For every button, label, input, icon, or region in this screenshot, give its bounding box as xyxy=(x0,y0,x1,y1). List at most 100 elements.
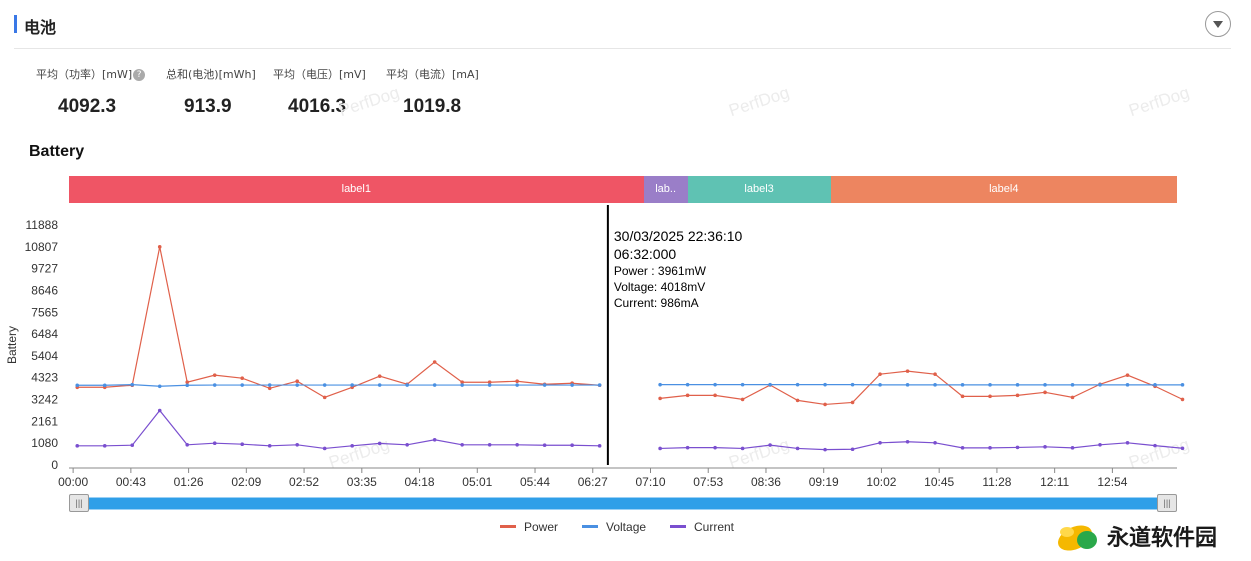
point-voltage xyxy=(823,382,827,387)
point-current xyxy=(212,441,217,445)
point-current xyxy=(960,446,965,450)
point-power xyxy=(685,393,690,398)
point-power xyxy=(432,360,437,364)
point-current xyxy=(1070,446,1075,450)
point-current xyxy=(432,437,437,442)
chart-title: Battery xyxy=(29,143,85,160)
brand-logo: 永道软件园 xyxy=(1055,518,1217,554)
stat-total-battery: 总和(电池)[mWh] 913.9 xyxy=(166,66,256,118)
x-tick-label: 11:28 xyxy=(982,475,1011,489)
point-current xyxy=(1125,440,1130,445)
zoom-scroll-track[interactable] xyxy=(69,497,1177,510)
zoom-handle-right[interactable]: ||| xyxy=(1157,494,1177,512)
x-tick-label: 07:53 xyxy=(693,475,723,489)
point-current xyxy=(102,444,107,448)
point-voltage xyxy=(405,383,409,387)
point-power xyxy=(1070,395,1075,400)
series-line-power xyxy=(77,246,600,399)
section-accent-bar xyxy=(14,15,17,33)
point-voltage xyxy=(597,383,602,387)
point-power xyxy=(267,386,272,391)
point-power xyxy=(960,394,965,399)
point-voltage xyxy=(75,383,80,388)
point-current xyxy=(130,443,135,448)
point-current xyxy=(988,446,992,450)
y-tick-label: 8646 xyxy=(31,283,58,297)
point-current xyxy=(658,446,662,451)
point-current xyxy=(933,440,937,445)
help-icon[interactable]: ? xyxy=(133,69,146,81)
legend-item-current[interactable]: Current xyxy=(670,520,734,534)
y-tick-label: 6484 xyxy=(31,327,58,341)
legend-swatch xyxy=(500,525,516,529)
zoom-scrollbar[interactable]: ||| ||| xyxy=(69,494,1177,512)
point-voltage xyxy=(1125,383,1130,387)
x-tick-label: 04:18 xyxy=(405,475,435,489)
point-voltage xyxy=(795,382,800,387)
point-current xyxy=(75,444,80,448)
point-power xyxy=(460,380,464,385)
point-voltage xyxy=(960,383,965,387)
x-tick-label: 00:00 xyxy=(58,475,88,489)
point-power xyxy=(1015,393,1020,398)
point-voltage xyxy=(933,383,937,387)
chevron-down-icon xyxy=(1213,21,1223,28)
point-current xyxy=(768,443,772,447)
zoom-handle-left[interactable]: ||| xyxy=(69,494,89,512)
point-voltage xyxy=(102,383,107,388)
x-tick-label: 01:26 xyxy=(174,475,204,489)
point-power xyxy=(240,376,245,380)
series-line-current xyxy=(77,409,600,450)
stat-label: 平均（电流）[mA] xyxy=(386,68,479,81)
point-power xyxy=(713,393,717,398)
collapse-button[interactable] xyxy=(1205,11,1231,37)
point-voltage xyxy=(487,383,492,387)
x-tick-label: 05:44 xyxy=(520,475,550,489)
point-current xyxy=(905,439,910,444)
x-tick-label: 06:27 xyxy=(578,475,608,489)
brand-text: 永道软件园 xyxy=(1107,525,1218,551)
point-power xyxy=(377,374,382,378)
point-voltage xyxy=(295,383,299,387)
point-power xyxy=(933,372,937,376)
point-current xyxy=(515,443,519,447)
label-segment[interactable]: label4 xyxy=(830,176,1177,203)
point-voltage xyxy=(905,383,910,387)
x-tick-label: 05:01 xyxy=(462,475,492,489)
label-segment[interactable]: label1 xyxy=(69,176,644,203)
point-voltage xyxy=(740,382,745,387)
y-axis-label: Battery xyxy=(5,326,19,364)
legend-swatch xyxy=(670,525,686,529)
point-voltage xyxy=(570,383,574,387)
point-current xyxy=(542,443,547,448)
y-tick-label: 10807 xyxy=(25,240,59,254)
x-tick-label: 10:45 xyxy=(924,475,954,489)
point-voltage xyxy=(350,383,354,387)
point-voltage xyxy=(988,383,992,387)
label-segment[interactable]: lab.. xyxy=(643,176,688,203)
stat-label: 总和(电池)[mWh] xyxy=(166,68,256,81)
point-power xyxy=(515,379,519,384)
x-tick-label: 02:52 xyxy=(289,475,319,489)
y-tick-label: 11888 xyxy=(26,218,59,232)
legend-swatch xyxy=(582,525,598,529)
y-tick-label: 4323 xyxy=(31,371,58,385)
point-voltage xyxy=(1180,383,1185,387)
point-power xyxy=(850,400,855,405)
label-segment[interactable]: label3 xyxy=(687,176,831,203)
point-current xyxy=(740,446,745,451)
point-voltage xyxy=(1043,383,1047,387)
x-tick-label: 09:19 xyxy=(809,475,839,489)
y-tick-label: 7565 xyxy=(31,305,58,319)
point-current xyxy=(823,447,827,452)
point-power xyxy=(905,369,910,373)
y-tick-label: 2161 xyxy=(31,414,58,428)
stat-avg-voltage: 平均（电压）[mV] 4016.3 xyxy=(273,66,366,118)
point-power xyxy=(212,373,217,377)
point-power xyxy=(878,372,882,376)
x-tick-label: 07:10 xyxy=(635,475,665,489)
legend-item-voltage[interactable]: Voltage xyxy=(582,520,646,534)
legend-item-power[interactable]: Power xyxy=(500,520,558,534)
x-tick-label: 12:11 xyxy=(1040,475,1069,489)
